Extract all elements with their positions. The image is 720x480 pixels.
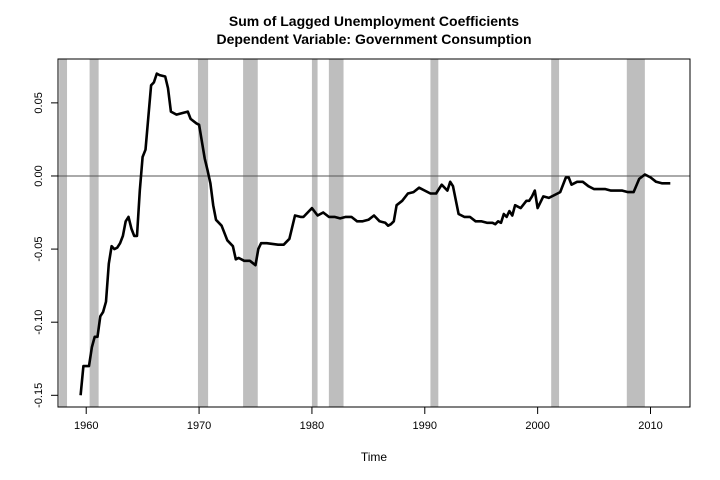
y-tick-label-4: 0.05 [33, 92, 45, 113]
recession-band-8 [626, 59, 645, 407]
x-tick-label-5: 2010 [638, 420, 662, 432]
plot-frame [57, 58, 691, 408]
y-tick-label-0: -0.15 [33, 383, 45, 408]
recession-band-6 [430, 59, 439, 407]
chart-title: Sum of Lagged Unemployment Coefficients [229, 13, 519, 29]
x-axis-label: Time [361, 450, 388, 464]
series-line [79, 72, 671, 396]
x-tick-label-2: 1980 [300, 420, 324, 432]
recession-band-2 [197, 59, 209, 407]
recession-band-5 [328, 59, 344, 407]
recession-band-0 [59, 59, 68, 407]
chart-subtitle: Dependent Variable: Government Consumpti… [216, 31, 531, 47]
y-tick-label-3: 0.00 [33, 165, 45, 186]
x-tick-label-3: 1990 [413, 420, 437, 432]
x-tick-label-0: 1960 [74, 420, 98, 432]
recession-band-7 [551, 59, 560, 407]
recession-band-1 [89, 59, 99, 407]
x-axis: 1960 1970 1980 1990 2000 2010 [74, 406, 663, 432]
y-tick-label-2: -0.05 [33, 237, 45, 262]
recession-band-4 [311, 59, 318, 407]
x-tick-label-4: 2000 [525, 420, 549, 432]
recession-bands [59, 59, 645, 407]
x-tick-label-1: 1970 [187, 420, 211, 432]
y-tick-label-1: -0.10 [33, 310, 45, 335]
series-line-0 [79, 72, 671, 396]
recession-band-3 [243, 59, 258, 407]
y-axis: -0.15 -0.10 -0.05 0.00 0.05 [33, 92, 59, 408]
